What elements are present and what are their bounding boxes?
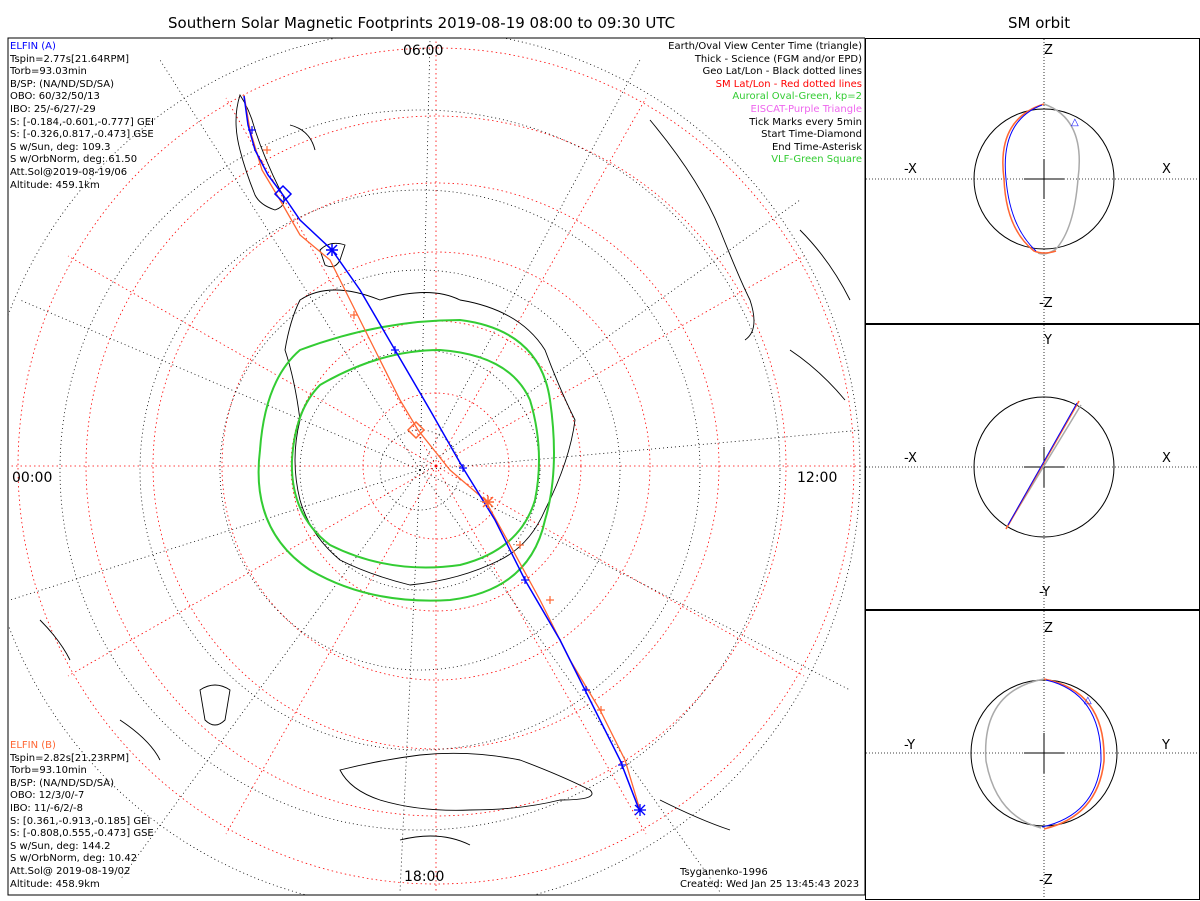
elfin-a-line: S w/OrbNorm, deg: 61.50 [10, 154, 138, 166]
time-label-bottom: 18:00 [404, 869, 445, 885]
created-label: Created: Wed Jan 25 13:45:43 2023 [680, 879, 860, 890]
elfin-b-line: Tspin=2.82s[21.23RPM] [10, 752, 130, 764]
elfin-a-line: Torb=93.03min [10, 66, 87, 78]
auroral-oval [257, 318, 555, 602]
orbit-panel-1: Z -Z -X X △ [865, 38, 1200, 325]
orbit-title: SM orbit [1008, 14, 1071, 32]
elfin-b-line: Torb=93.10min [10, 765, 87, 777]
orbit-triangle: △ [1071, 117, 1079, 128]
map-frame [7, 37, 865, 896]
time-label-right: 12:00 [797, 470, 838, 486]
elfin-b-line: B/SP: (NA/ND/SD/SA) [10, 777, 114, 789]
start-diamond-b [406, 420, 426, 440]
polar-map [7, 37, 865, 896]
elfin-a-line: S: [-0.184,-0.601,-0.777] GEI [10, 116, 154, 128]
orbit-axis-bottom: -Z [1039, 873, 1053, 888]
orbit-plot-yz: △ [866, 611, 1200, 901]
elfin-b-line: S: [-0.808,0.555,-0.473] GSE [10, 828, 154, 840]
orbit-axis-top: Y [1044, 333, 1052, 348]
orbit-axis-top: Z [1044, 43, 1053, 58]
orbit-axis-right: X [1162, 451, 1171, 466]
trajectory-a [243, 95, 641, 813]
elfin-a-line: OBO: 60/32/50/13 [10, 91, 100, 103]
orbit-axis-top: Z [1044, 621, 1053, 636]
elfin-b-line: Att.Sol@ 2019-08-19/02 [10, 865, 131, 877]
geo-lat-circles [8, 38, 861, 895]
elfin-b-line: S w/OrbNorm, deg: 10.42 [10, 853, 138, 865]
orbit-axis-bottom: -Y [1039, 585, 1051, 600]
end-asterisk-a2 [634, 804, 646, 816]
elfin-b-line: S: [0.361,-0.913,-0.185] GEI [10, 815, 151, 827]
orbit-panel-2: Y -Y -X X [865, 324, 1200, 611]
time-label-top: 06:00 [403, 43, 444, 59]
orbit-plot-xy [866, 325, 1200, 611]
orbit-axis-left: -X [904, 162, 917, 177]
trajectory-b [243, 94, 641, 811]
elfin-b-line: IBO: 11/-6/2/-8 [10, 802, 84, 814]
elfin-a-line: S w/Sun, deg: 109.3 [10, 141, 111, 153]
legend: Earth/Oval View Center Time (triangle) T… [668, 41, 862, 167]
tick-marks-b [263, 146, 605, 714]
elfin-a-name: ELFIN (A) [10, 41, 56, 52]
legend-item: Tick Marks every 5min [749, 116, 862, 128]
sm-lon-lines [10, 40, 862, 892]
orbit-plot-xz: △ [866, 39, 1200, 325]
legend-item: VLF-Green Square [771, 154, 862, 166]
legend-item: EISCAT-Purple Triangle [750, 103, 863, 115]
elfin-a-line: S: [-0.326,0.817,-0.473] GSE [10, 129, 154, 141]
orbit-axis-right: X [1162, 162, 1171, 177]
elfin-a-line: B/SP: (NA/ND/SD/SA) [10, 78, 114, 90]
elfin-b-name: ELFIN (B) [10, 740, 56, 751]
coastlines [39, 93, 851, 846]
orbit-axis-bottom: -Z [1039, 296, 1053, 311]
start-diamond-a [273, 184, 293, 204]
elfin-a-info: ELFIN (A) Tspin=2.77s[21.64RPM] Torb=93.… [10, 41, 154, 192]
end-asterisk-b [482, 496, 494, 508]
model-label: Tsyganenko-1996 [680, 867, 768, 878]
elfin-b-line: OBO: 12/3/0/-7 [10, 790, 85, 802]
main-title: Southern Solar Magnetic Footprints 2019-… [168, 14, 676, 32]
end-asterisk-a [326, 244, 338, 256]
orbit-panel-3: Z -Z -Y Y △ [865, 610, 1200, 901]
legend-item: SM Lat/Lon - Red dotted lines [715, 78, 862, 90]
orbit-axis-right: Y [1162, 738, 1170, 753]
legend-item: Auroral Oval-Green, kp=2 [732, 91, 862, 103]
orbit-triangle: △ [1084, 695, 1092, 706]
elfin-a-line: Tspin=2.77s[21.64RPM] [10, 53, 130, 65]
elfin-b-line: S w/Sun, deg: 144.2 [10, 840, 111, 852]
orbit-axis-left: -X [904, 451, 917, 466]
legend-item: Start Time-Diamond [761, 129, 862, 141]
legend-item: Geo Lat/Lon - Black dotted lines [702, 66, 862, 78]
elfin-b-line: Altitude: 458.9km [10, 878, 100, 890]
legend-item: Earth/Oval View Center Time (triangle) [668, 41, 862, 52]
elfin-a-line: Att.Sol@2019-08-19/06 [10, 166, 128, 178]
tick-marks-a [248, 126, 626, 769]
elfin-a-line: IBO: 25/-6/27/-29 [10, 103, 96, 115]
orbit-axis-left: -Y [904, 738, 916, 753]
legend-item: Thick - Science (FGM and/or EPD) [694, 53, 862, 65]
elfin-a-line: Altitude: 459.1km [10, 179, 100, 191]
legend-item: End Time-Asterisk [771, 141, 862, 153]
time-label-left: 00:00 [12, 470, 53, 486]
elfin-b-info: ELFIN (B) Tspin=2.82s[21.23RPM] Torb=93.… [10, 740, 154, 891]
